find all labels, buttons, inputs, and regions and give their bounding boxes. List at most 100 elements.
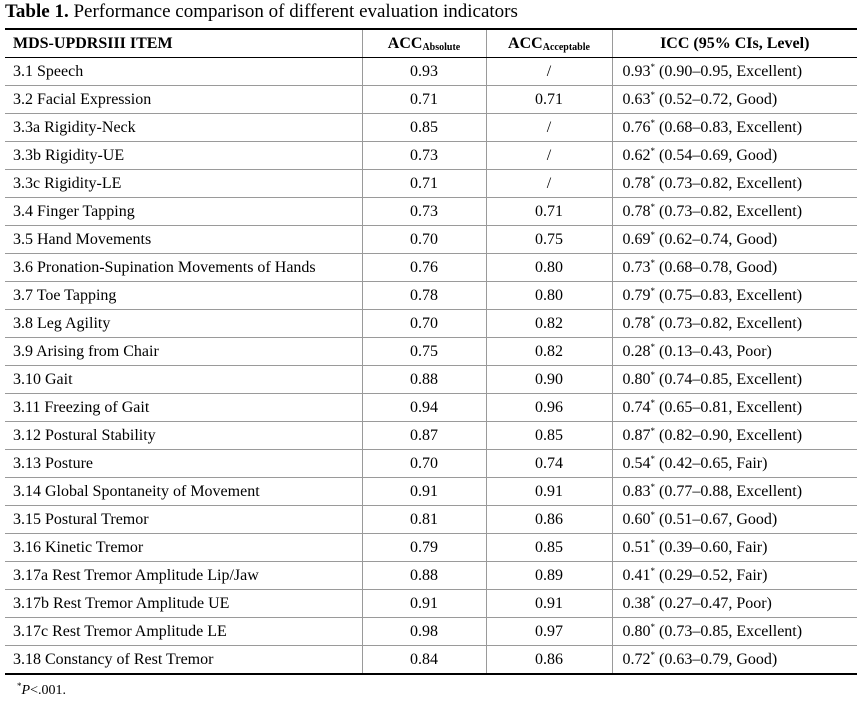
cell-icc: 0.83* (0.77–0.88, Excellent) (611, 477, 857, 506)
table-row: 3.2 Facial Expression 0.71 0.71 0.63* (0.52… (5, 85, 857, 114)
table-row: 3.3a Rigidity-Neck 0.85/0.76* (0.68–0.83,… (5, 113, 857, 142)
cell-icc: 0.69* (0.62–0.74, Good) (611, 225, 857, 254)
icc-value: 0.41 (622, 567, 651, 584)
icc-interval-level: (0.90–0.95, Excellent) (655, 63, 803, 80)
cell-icc: 0.73* (0.68–0.78, Good) (611, 253, 857, 282)
cell-item: 3.7 Toe Tapping (5, 281, 363, 310)
icc-interval-level: (0.63–0.79, Good) (655, 651, 778, 668)
cell-icc: 0.93* (0.90–0.95, Excellent) (611, 57, 857, 86)
cell-acc-acceptable: 0.71 (485, 85, 613, 114)
table-row: 3.11 Freezing of Gait 0.94 0.96 0.74* (0.65… (5, 393, 857, 422)
cell-item: 3.16 Kinetic Tremor (5, 533, 363, 562)
icc-value: 0.78 (622, 203, 651, 220)
cell-acc-acceptable: 0.91 (485, 477, 613, 506)
icc-value: 0.76 (622, 119, 651, 136)
cell-acc-acceptable: 0.90 (485, 365, 613, 394)
table-row: 3.16 Kinetic Tremor 0.79 0.85 0.51* (0.39–0… (5, 533, 857, 562)
footnote-mark: * (17, 681, 22, 691)
icc-interval-level: (0.77–0.88, Excellent) (655, 483, 803, 500)
icc-value: 0.69 (622, 231, 651, 248)
footnote-text: <.001. (30, 683, 66, 698)
icc-value: 0.28 (622, 343, 651, 360)
table-header: MDS-UPDRSIII ITEM ACCAbsolute ACCAccepta… (5, 29, 857, 58)
table-caption-text: Performance comparison of different eval… (68, 1, 518, 22)
significance-mark: * (650, 118, 656, 128)
icc-interval-level: (0.29–0.52, Fair) (655, 567, 768, 584)
icc-interval-level: (0.65–0.81, Excellent) (655, 399, 803, 416)
cell-acc-acceptable: 0.82 (485, 309, 613, 338)
cell-icc: 0.87* (0.82–0.90, Excellent) (611, 421, 857, 450)
cell-icc: 0.78* (0.73–0.82, Excellent) (611, 197, 857, 226)
icc-interval-level: (0.51–0.67, Good) (655, 511, 778, 528)
cell-item: 3.2 Facial Expression (5, 85, 363, 114)
cell-acc-absolute: 0.78 (361, 281, 487, 310)
cell-acc-acceptable: / (485, 57, 613, 86)
cell-acc-acceptable: 0.82 (485, 337, 613, 366)
icc-value: 0.78 (622, 175, 651, 192)
table-row: 3.7 Toe Tapping 0.78 0.80 0.79* (0.75–0.83,… (5, 281, 857, 310)
cell-acc-absolute: 0.98 (361, 617, 487, 646)
icc-value: 0.80 (622, 623, 651, 640)
icc-value: 0.60 (622, 511, 651, 528)
cell-icc: 0.74* (0.65–0.81, Excellent) (611, 393, 857, 422)
cell-acc-acceptable: 0.71 (485, 197, 613, 226)
cell-icc: 0.80* (0.74–0.85, Excellent) (611, 365, 857, 394)
cell-acc-absolute: 0.71 (361, 85, 487, 114)
table-row: 3.9 Arising from Chair 0.75 0.82 0.28* (0.1… (5, 337, 857, 366)
icc-value: 0.93 (622, 63, 651, 80)
table-row: 3.17c Rest Tremor Amplitude LE 0.98 0.97 0.… (5, 617, 857, 646)
significance-mark: * (650, 538, 656, 548)
cell-item: 3.9 Arising from Chair (5, 337, 363, 366)
significance-mark: * (650, 230, 656, 240)
cell-item: 3.3a Rigidity-Neck (5, 113, 363, 142)
table-row: 3.10 Gait 0.88 0.90 0.80* (0.74–0.85, Excel… (5, 365, 857, 394)
cell-acc-acceptable: / (485, 113, 613, 142)
cell-icc: 0.41* (0.29–0.52, Fair) (611, 561, 857, 590)
cell-item: 3.13 Posture (5, 449, 363, 478)
icc-interval-level: (0.54–0.69, Good) (655, 147, 778, 164)
icc-value: 0.54 (622, 455, 651, 472)
icc-value: 0.74 (622, 399, 651, 416)
cell-icc: 0.63* (0.52–0.72, Good) (611, 85, 857, 114)
cell-icc: 0.78* (0.73–0.82, Excellent) (611, 169, 857, 198)
icc-value: 0.51 (622, 539, 651, 556)
cell-acc-absolute: 0.84 (361, 645, 487, 674)
cell-acc-absolute: 0.91 (361, 477, 487, 506)
cell-acc-acceptable: 0.75 (485, 225, 613, 254)
header-icc: ICC (95% CIs, Level) (611, 29, 857, 58)
icc-value: 0.87 (622, 427, 651, 444)
significance-mark: * (650, 258, 656, 268)
cell-acc-absolute: 0.91 (361, 589, 487, 618)
icc-value: 0.38 (622, 595, 651, 612)
cell-acc-acceptable: / (485, 141, 613, 170)
table-row: 3.1 Speech 0.93/0.93* (0.90–0.95, Excelle… (5, 57, 857, 86)
table-row: 3.3c Rigidity-LE 0.71/0.78* (0.73–0.82, E… (5, 169, 857, 198)
cell-acc-absolute: 0.70 (361, 225, 487, 254)
cell-icc: 0.51* (0.39–0.60, Fair) (611, 533, 857, 562)
cell-icc: 0.62* (0.54–0.69, Good) (611, 141, 857, 170)
cell-acc-absolute: 0.73 (361, 141, 487, 170)
cell-item: 3.15 Postural Tremor (5, 505, 363, 534)
icc-value: 0.78 (622, 315, 651, 332)
icc-value: 0.63 (622, 91, 651, 108)
icc-interval-level: (0.74–0.85, Excellent) (655, 371, 803, 388)
table-row: 3.6 Pronation-Supination Movements of Ha… (5, 253, 857, 282)
cell-item: 3.11 Freezing of Gait (5, 393, 363, 422)
significance-mark: * (650, 314, 656, 324)
significance-mark: * (650, 90, 656, 100)
cell-item: 3.17a Rest Tremor Amplitude Lip/Jaw (5, 561, 363, 590)
cell-icc: 0.78* (0.73–0.82, Excellent) (611, 309, 857, 338)
cell-acc-acceptable: 0.86 (485, 505, 613, 534)
cell-acc-acceptable: / (485, 169, 613, 198)
footnote-p-symbol: P (21, 683, 31, 698)
cell-item: 3.3c Rigidity-LE (5, 169, 363, 198)
icc-value: 0.79 (622, 287, 651, 304)
significance-mark: * (650, 482, 656, 492)
icc-value: 0.72 (622, 651, 651, 668)
cell-acc-absolute: 0.70 (361, 309, 487, 338)
table-row: 3.13 Posture 0.70 0.74 0.54* (0.42–0.65, Fa… (5, 449, 857, 478)
cell-acc-acceptable: 0.96 (485, 393, 613, 422)
significance-mark: * (650, 342, 656, 352)
icc-interval-level: (0.82–0.90, Excellent) (655, 427, 803, 444)
header-item: MDS-UPDRSIII ITEM (5, 29, 363, 58)
